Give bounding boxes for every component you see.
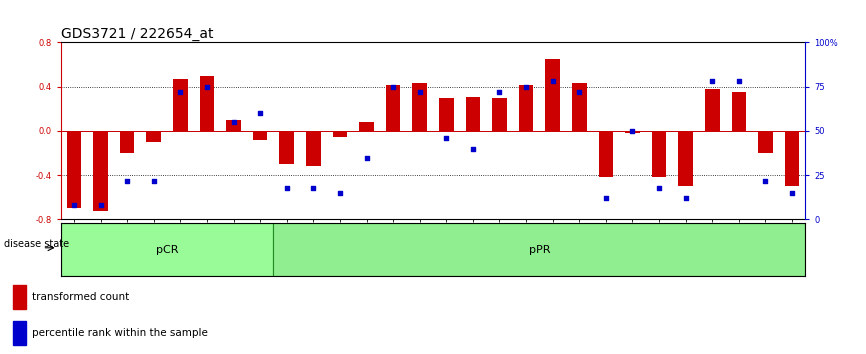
Point bbox=[732, 79, 746, 84]
Bar bbox=[280, 131, 294, 164]
Bar bbox=[333, 131, 347, 137]
Point bbox=[386, 84, 400, 90]
Point bbox=[599, 195, 613, 201]
Text: pCR: pCR bbox=[156, 245, 178, 255]
Point bbox=[120, 178, 134, 183]
Bar bbox=[253, 131, 268, 140]
Point bbox=[307, 185, 320, 190]
Bar bbox=[466, 97, 481, 131]
Bar bbox=[67, 131, 81, 209]
Text: disease state: disease state bbox=[4, 239, 69, 249]
Point bbox=[94, 202, 107, 208]
Point bbox=[439, 135, 453, 141]
Point bbox=[625, 128, 639, 134]
Bar bbox=[546, 59, 560, 131]
Bar bbox=[173, 79, 188, 131]
Point bbox=[652, 185, 666, 190]
Point bbox=[572, 89, 586, 95]
Point bbox=[546, 79, 559, 84]
Bar bbox=[678, 131, 693, 186]
Bar bbox=[652, 131, 667, 177]
Point bbox=[413, 89, 427, 95]
Bar bbox=[705, 89, 720, 131]
Point bbox=[466, 146, 480, 152]
Bar bbox=[785, 131, 799, 186]
Bar bbox=[412, 84, 427, 131]
Bar bbox=[274, 223, 805, 276]
Text: GDS3721 / 222654_at: GDS3721 / 222654_at bbox=[61, 28, 213, 41]
Bar bbox=[199, 76, 214, 131]
Bar bbox=[120, 131, 134, 153]
Bar bbox=[385, 85, 400, 131]
Point bbox=[253, 110, 267, 116]
Text: pPR: pPR bbox=[528, 245, 550, 255]
Bar bbox=[61, 223, 274, 276]
Bar bbox=[226, 120, 241, 131]
Bar bbox=[439, 98, 454, 131]
Point bbox=[200, 84, 214, 90]
Bar bbox=[492, 98, 507, 131]
Bar bbox=[598, 131, 613, 177]
Point bbox=[759, 178, 772, 183]
Bar bbox=[519, 85, 533, 131]
Point bbox=[679, 195, 693, 201]
Point bbox=[67, 202, 81, 208]
Point bbox=[147, 178, 161, 183]
Bar bbox=[732, 92, 746, 131]
Point bbox=[520, 84, 533, 90]
Bar bbox=[13, 321, 26, 345]
Point bbox=[227, 119, 241, 125]
Point bbox=[706, 79, 720, 84]
Point bbox=[785, 190, 799, 196]
Point bbox=[333, 190, 346, 196]
Bar bbox=[146, 131, 161, 142]
Text: percentile rank within the sample: percentile rank within the sample bbox=[33, 328, 209, 338]
Bar bbox=[306, 131, 320, 166]
Bar bbox=[13, 285, 26, 309]
Bar bbox=[94, 131, 108, 211]
Bar bbox=[572, 84, 586, 131]
Point bbox=[280, 185, 294, 190]
Point bbox=[173, 89, 187, 95]
Bar bbox=[758, 131, 772, 153]
Text: transformed count: transformed count bbox=[33, 292, 130, 302]
Bar bbox=[625, 131, 640, 133]
Point bbox=[493, 89, 507, 95]
Bar bbox=[359, 122, 374, 131]
Point bbox=[359, 155, 373, 160]
